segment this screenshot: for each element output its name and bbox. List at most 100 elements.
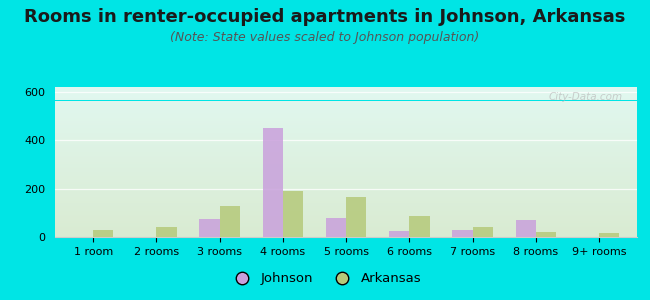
Bar <box>55 194 637 195</box>
Bar <box>55 226 637 227</box>
Bar <box>55 203 637 204</box>
Bar <box>55 113 637 114</box>
Bar <box>55 204 637 205</box>
Bar <box>200 219 220 237</box>
Bar <box>55 97 637 98</box>
Bar <box>55 179 637 180</box>
Bar <box>55 140 637 141</box>
Bar <box>55 197 637 198</box>
Bar <box>55 181 637 182</box>
Bar <box>55 128 637 129</box>
Bar <box>55 210 637 211</box>
Bar <box>55 106 637 107</box>
Bar <box>55 160 637 161</box>
Bar <box>55 108 637 109</box>
Bar <box>55 167 637 168</box>
Bar <box>55 158 637 159</box>
Bar <box>55 198 637 199</box>
Text: City-Data.com: City-Data.com <box>549 92 623 101</box>
Bar <box>55 224 637 225</box>
Bar <box>55 191 637 192</box>
Bar <box>55 105 637 106</box>
Bar <box>55 223 637 224</box>
Bar <box>55 236 637 237</box>
Bar <box>55 217 637 218</box>
Bar <box>55 175 637 176</box>
Bar <box>55 98 637 99</box>
Bar <box>55 193 637 194</box>
Bar <box>55 139 637 140</box>
Bar <box>55 218 637 219</box>
Bar <box>346 197 367 237</box>
Bar <box>55 186 637 187</box>
Bar <box>55 119 637 120</box>
Bar <box>55 126 637 127</box>
Bar <box>55 109 637 110</box>
Bar <box>55 230 637 231</box>
Bar <box>55 212 637 213</box>
Bar <box>55 135 637 136</box>
Bar <box>55 178 637 179</box>
Bar <box>55 169 637 170</box>
Bar <box>55 189 637 190</box>
Bar <box>515 220 536 237</box>
Bar <box>55 172 637 173</box>
Bar <box>55 207 637 208</box>
Bar <box>55 235 637 236</box>
Bar <box>55 95 637 96</box>
Bar <box>55 146 637 147</box>
Bar <box>55 131 637 132</box>
Bar <box>55 228 637 229</box>
Bar <box>55 94 637 95</box>
Bar <box>55 164 637 165</box>
Bar <box>55 92 637 93</box>
Bar <box>55 171 637 172</box>
Bar <box>55 166 637 167</box>
Bar <box>55 118 637 119</box>
Bar <box>55 100 637 101</box>
Bar <box>55 114 637 115</box>
Bar <box>55 231 637 232</box>
Bar <box>55 159 637 160</box>
Bar <box>599 232 619 237</box>
Bar <box>55 199 637 200</box>
Bar <box>55 111 637 112</box>
Bar <box>55 211 637 212</box>
Bar <box>55 169 637 170</box>
Bar <box>55 152 637 153</box>
Bar <box>55 118 637 119</box>
Bar <box>55 201 637 202</box>
Bar <box>55 165 637 166</box>
Bar <box>55 123 637 124</box>
Bar <box>55 93 637 94</box>
Bar <box>55 130 637 131</box>
Bar <box>55 196 637 197</box>
Bar <box>55 121 637 122</box>
Bar <box>55 90 637 91</box>
Bar <box>55 155 637 156</box>
Bar <box>55 142 637 143</box>
Text: Rooms in renter-occupied apartments in Johnson, Arkansas: Rooms in renter-occupied apartments in J… <box>24 8 626 26</box>
Bar <box>55 209 637 210</box>
Bar <box>55 176 637 177</box>
Bar <box>55 202 637 203</box>
Bar <box>55 184 637 185</box>
Bar <box>55 150 637 151</box>
Bar <box>55 185 637 186</box>
Bar <box>55 138 637 139</box>
Bar <box>55 214 637 215</box>
Bar <box>55 227 637 228</box>
Bar <box>55 153 637 154</box>
Bar <box>55 206 637 207</box>
Bar <box>55 220 637 221</box>
Bar <box>55 144 637 145</box>
Bar <box>55 162 637 163</box>
Bar <box>55 133 637 134</box>
Bar <box>55 120 637 121</box>
Bar <box>55 134 637 135</box>
Bar <box>93 230 113 237</box>
Bar <box>55 180 637 181</box>
Bar <box>55 125 637 126</box>
Legend: Johnson, Arkansas: Johnson, Arkansas <box>224 267 426 290</box>
Bar <box>55 234 637 235</box>
